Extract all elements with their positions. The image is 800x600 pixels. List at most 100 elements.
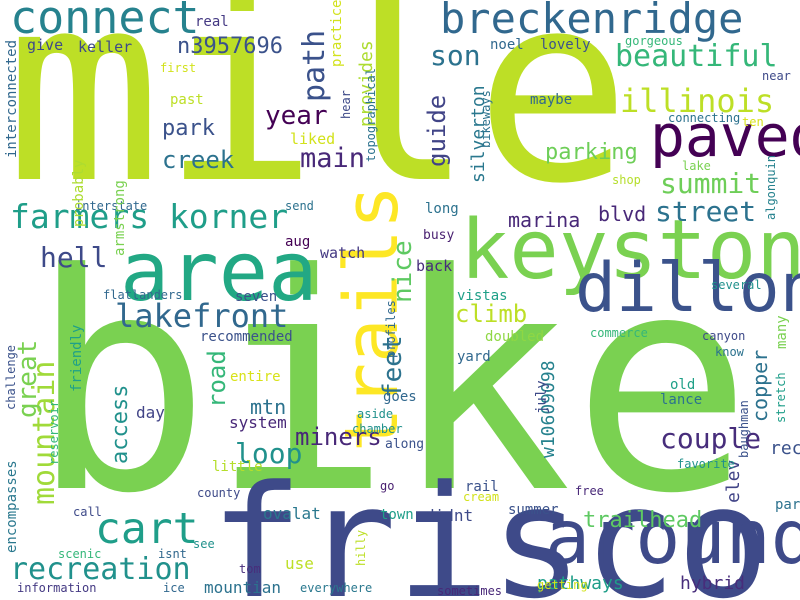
word-use: use <box>285 554 314 573</box>
word-hell: hell <box>40 241 108 274</box>
word-rail: rail <box>465 479 499 495</box>
word-access: access <box>108 384 133 464</box>
word-see: see <box>193 537 215 551</box>
word-long: long <box>425 201 459 217</box>
word-bike: bike <box>30 210 753 559</box>
word-pathways: pathways <box>537 573 624 594</box>
word-aug: aug <box>285 234 311 250</box>
word-send: send <box>285 199 314 213</box>
word-couple: couple <box>660 422 762 455</box>
word-blvd: blvd <box>598 202 647 226</box>
word-county: county <box>197 486 241 500</box>
word-area: area <box>120 225 318 320</box>
word-illinois: illinois <box>620 82 775 120</box>
word-aside: aside <box>357 407 394 421</box>
word-call: call <box>73 505 102 519</box>
word-topographical: topographical <box>364 68 378 162</box>
word-ten: ten <box>742 115 764 129</box>
word-information: information <box>17 581 97 595</box>
word-guide: guide <box>423 94 451 167</box>
word-creek: creek <box>162 146 235 174</box>
word-marina: marina <box>508 208 581 232</box>
word-sometimes: sometimes <box>437 584 503 598</box>
word-give: give <box>27 36 64 54</box>
word-great: great <box>13 339 43 418</box>
word-breckenridge: breckenridge <box>440 0 744 43</box>
word-connecting: connecting <box>668 111 741 125</box>
word-beautiful: beautiful <box>615 39 778 74</box>
word-cream: cream <box>463 490 500 504</box>
word-interconnected: interconnected <box>4 39 20 158</box>
word-goes: goes <box>383 389 417 405</box>
word-part: part <box>775 497 800 513</box>
word-tom: tom <box>239 562 261 576</box>
word-loop: loop <box>235 437 303 470</box>
word-getting: getting <box>537 578 588 592</box>
word-seven: seven <box>235 289 278 305</box>
word-path: path <box>297 29 332 102</box>
word-first: first <box>160 61 197 75</box>
word-near: near <box>762 69 791 83</box>
word-park: park <box>162 116 215 141</box>
word-trailhead: trailhead <box>583 508 703 533</box>
word-stretch: stretch <box>774 372 788 423</box>
word-rec: rec <box>770 438 800 459</box>
word-reservoir: reservoir <box>47 399 61 465</box>
word-bikeways: bikeways <box>479 90 493 148</box>
word-many: many <box>774 315 790 349</box>
word-challenge: challenge <box>4 344 18 410</box>
word-frisco: frisco <box>210 452 770 600</box>
word-entire: entire <box>230 369 281 385</box>
word-ice: ice <box>163 581 185 595</box>
word-friendly: friendly <box>69 324 85 392</box>
word-keller: keller <box>78 38 133 56</box>
word-hybrid: hybrid <box>680 573 746 594</box>
word-everywhere: everywhere <box>300 581 373 595</box>
word-summer: summer <box>508 502 559 518</box>
word-go: go <box>380 479 395 493</box>
word-commerce: commerce <box>590 326 648 340</box>
word-lance: lance <box>660 392 703 408</box>
word-little: little <box>212 459 263 475</box>
word-chamber: chamber <box>352 422 403 436</box>
word-probably: probably <box>71 159 87 227</box>
word-nice: nice <box>388 240 418 303</box>
word-mile: mile <box>5 0 632 241</box>
word-shop: shop <box>612 173 641 187</box>
word-didnt: didnt <box>425 506 474 525</box>
word-favorite: favorite <box>677 457 735 471</box>
word-noel: noel <box>490 37 524 53</box>
word-past: past <box>170 92 204 108</box>
word-hear: hear <box>339 90 353 119</box>
word-maybe: maybe <box>530 92 573 108</box>
word-liked: liked <box>290 130 336 148</box>
word-ovalat: ovalat <box>263 504 321 523</box>
word-parking: parking <box>545 140 638 165</box>
word-watch: watch <box>320 244 366 262</box>
word-keystone: keystone <box>460 203 800 298</box>
word-along: along <box>385 437 425 452</box>
word-paved: paved <box>650 102 800 170</box>
word-town: town <box>380 507 414 523</box>
word-road: road <box>203 350 231 408</box>
word-armstrong: armstrong <box>112 180 128 256</box>
word-baughman: baughman <box>737 400 751 458</box>
word-cart: cart <box>95 504 199 554</box>
word-isnt: isnt <box>158 547 187 561</box>
word-n3957696: n3957696 <box>177 34 283 59</box>
word-vistas: vistas <box>457 288 508 304</box>
word-street: street <box>655 195 757 228</box>
word-summit: summit <box>660 167 762 200</box>
word-lakefront: lakefront <box>115 297 289 335</box>
word-dillon: dillon <box>575 249 800 328</box>
word-mountian: mountian <box>204 578 282 597</box>
word-several: several <box>711 278 762 292</box>
word-profiles: profiles <box>384 300 398 358</box>
word-know: know <box>715 345 744 359</box>
word-old: old <box>670 377 696 393</box>
word-free: free <box>575 484 604 498</box>
word-scenic: scenic <box>58 547 102 561</box>
word-recreation: recreation <box>10 552 191 587</box>
word-lake: lake <box>682 159 711 173</box>
